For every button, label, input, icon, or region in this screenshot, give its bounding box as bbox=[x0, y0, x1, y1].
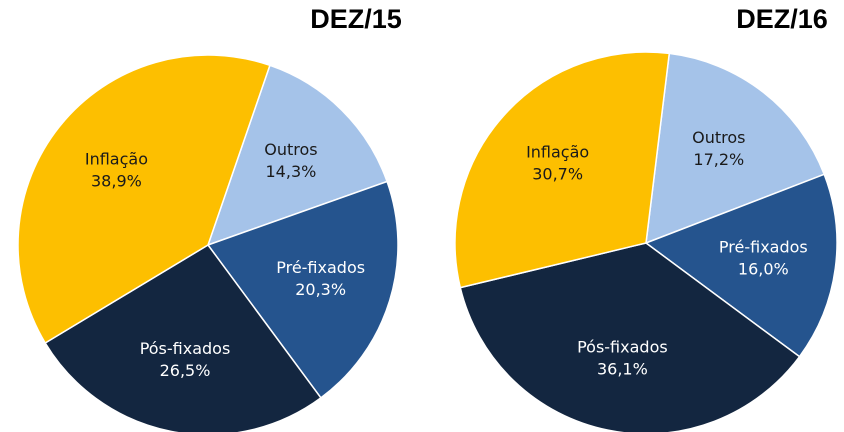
pie-slice bbox=[206, 64, 389, 247]
chart-title: DEZ/16 bbox=[736, 4, 828, 34]
slice-label: Outros bbox=[264, 140, 317, 159]
slice-label: Pós-fixados bbox=[577, 338, 668, 357]
slice-value: 17,2% bbox=[693, 150, 744, 169]
slice-label: Outros bbox=[692, 128, 745, 147]
slice-value: 26,5% bbox=[160, 361, 211, 380]
pie-slice bbox=[17, 54, 271, 345]
chart-title: DEZ/15 bbox=[310, 4, 402, 34]
slice-value: 38,9% bbox=[91, 171, 142, 190]
pie-slice bbox=[44, 244, 322, 432]
pie-slice bbox=[454, 51, 671, 289]
slice-value: 14,3% bbox=[266, 162, 317, 181]
pie-slice bbox=[459, 242, 801, 432]
slice-label: Pós-fixados bbox=[140, 339, 231, 358]
slice-value: 16,0% bbox=[738, 259, 789, 278]
pie-slice bbox=[644, 173, 838, 358]
slice-value: 30,7% bbox=[532, 165, 583, 184]
pie-slice bbox=[645, 52, 826, 245]
slice-label: Inflação bbox=[526, 143, 589, 162]
pie-slice bbox=[206, 180, 399, 399]
slice-label: Inflação bbox=[85, 149, 148, 168]
slice-value: 36,1% bbox=[597, 360, 648, 379]
slice-label: Pré-fixados bbox=[276, 258, 365, 277]
slice-value: 20,3% bbox=[295, 280, 346, 299]
slice-label: Pré-fixados bbox=[719, 237, 808, 256]
